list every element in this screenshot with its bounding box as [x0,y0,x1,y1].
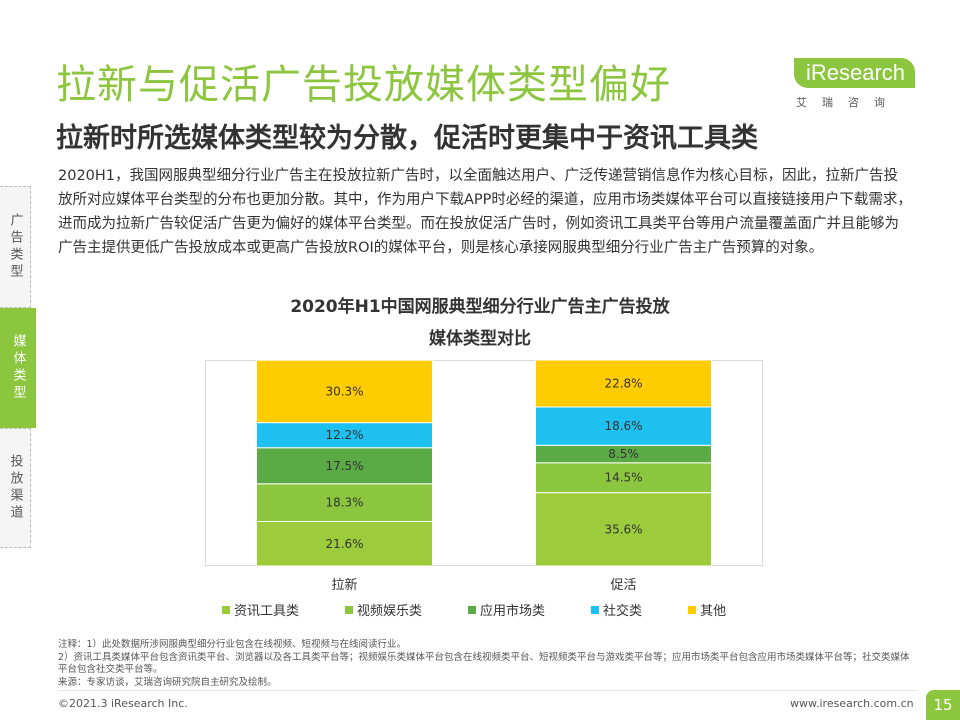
legend-item: 其他 [688,600,726,619]
legend-swatch [222,605,230,614]
page-number: 15 [926,690,960,720]
legend-item: 应用市场类 [468,600,545,619]
bar-segment [535,360,712,408]
legend-swatch [591,605,600,614]
data-label: 21.6% [325,537,363,551]
data-label: 8.5% [608,447,639,461]
logo-sub-text: 艾瑞咨询 [796,96,900,109]
legend-item: 资讯工具类 [222,600,299,619]
legend-swatch [688,605,697,614]
side-tab-nav: 广告类型 媒体类型 投放渠道 [0,186,36,548]
data-label: 17.5% [325,459,363,473]
page-title: 拉新与促活广告投放媒体类型偏好 [56,62,671,108]
legend-label: 其他 [700,604,727,619]
data-label: 18.3% [325,496,363,510]
copyright: ©2021.3 iResearch Inc. [58,697,188,710]
legend-label: 视频娱乐类 [357,604,423,619]
page-subtitle: 拉新时所选媒体类型较为分散，促活时更集中于资讯工具类 [56,123,758,154]
data-label: 14.5% [604,471,642,485]
data-label: 18.6% [604,419,642,433]
website-url: www.iresearch.com.cn [790,697,914,710]
side-tab-ad-type[interactable]: 广告类型 [0,186,31,308]
data-label: 22.8% [604,376,642,390]
category-label: 拉新 [331,577,357,593]
bar-segment [535,462,712,494]
iresearch-logo: iResearch 艾瑞咨询 [790,54,916,110]
legend-swatch [345,605,354,614]
legend-item: 社交类 [591,600,642,619]
bar-segment [256,483,433,523]
footer-divider [58,690,918,691]
chart-legend: 资讯工具类 视频娱乐类 应用市场类 社交类 其他 [222,600,772,619]
data-label: 12.2% [325,428,363,442]
data-label: 35.6% [604,522,642,536]
legend-swatch [468,605,477,614]
data-label: 30.3% [325,384,363,398]
intro-paragraph: 2020H1，我国网服典型细分行业广告主在投放拉新广告时，以全面触达用户、广泛传… [58,168,912,256]
bar-segment [535,492,712,567]
bar-segment [535,406,712,446]
legend-label: 应用市场类 [480,604,546,619]
side-tab-media-type[interactable]: 媒体类型 [0,308,36,428]
category-label: 促活 [610,578,636,593]
stacked-bar-chart: 21.6% 18.3% 17.5% 12.2% 30.3% 拉新 35.6% 14.5% 8.5… [205,360,763,593]
plot-frame [205,360,763,566]
footnotes: 注释：1）此处数据所涉网服典型细分行业包含在线视频、短视频与在线阅读行业。 2）… [58,639,914,689]
note-line: 注释：1）此处数据所涉网服典型细分行业包含在线视频、短视频与在线阅读行业。 [58,639,407,650]
legend-item: 视频娱乐类 [345,600,422,619]
logo-main-text: iResearch [794,58,916,88]
chart-title-line1: 2020年H1中国网服典型细分行业广告主广告投放 [290,297,670,317]
legend-label: 资讯工具类 [234,604,300,619]
legend-label: 社交类 [603,604,643,619]
note-line: 来源：专家访谈，艾瑞咨询研究院自主研究及绘制。 [58,676,277,688]
note-line: 2）资讯工具类媒体平台包含资讯类平台、浏览器以及各工具类平台等；视频娱乐类媒体平… [58,651,910,676]
side-tab-channel[interactable]: 投放渠道 [0,428,31,548]
bar-segment [256,360,433,424]
chart-title-line2: 媒体类型对比 [429,329,531,349]
